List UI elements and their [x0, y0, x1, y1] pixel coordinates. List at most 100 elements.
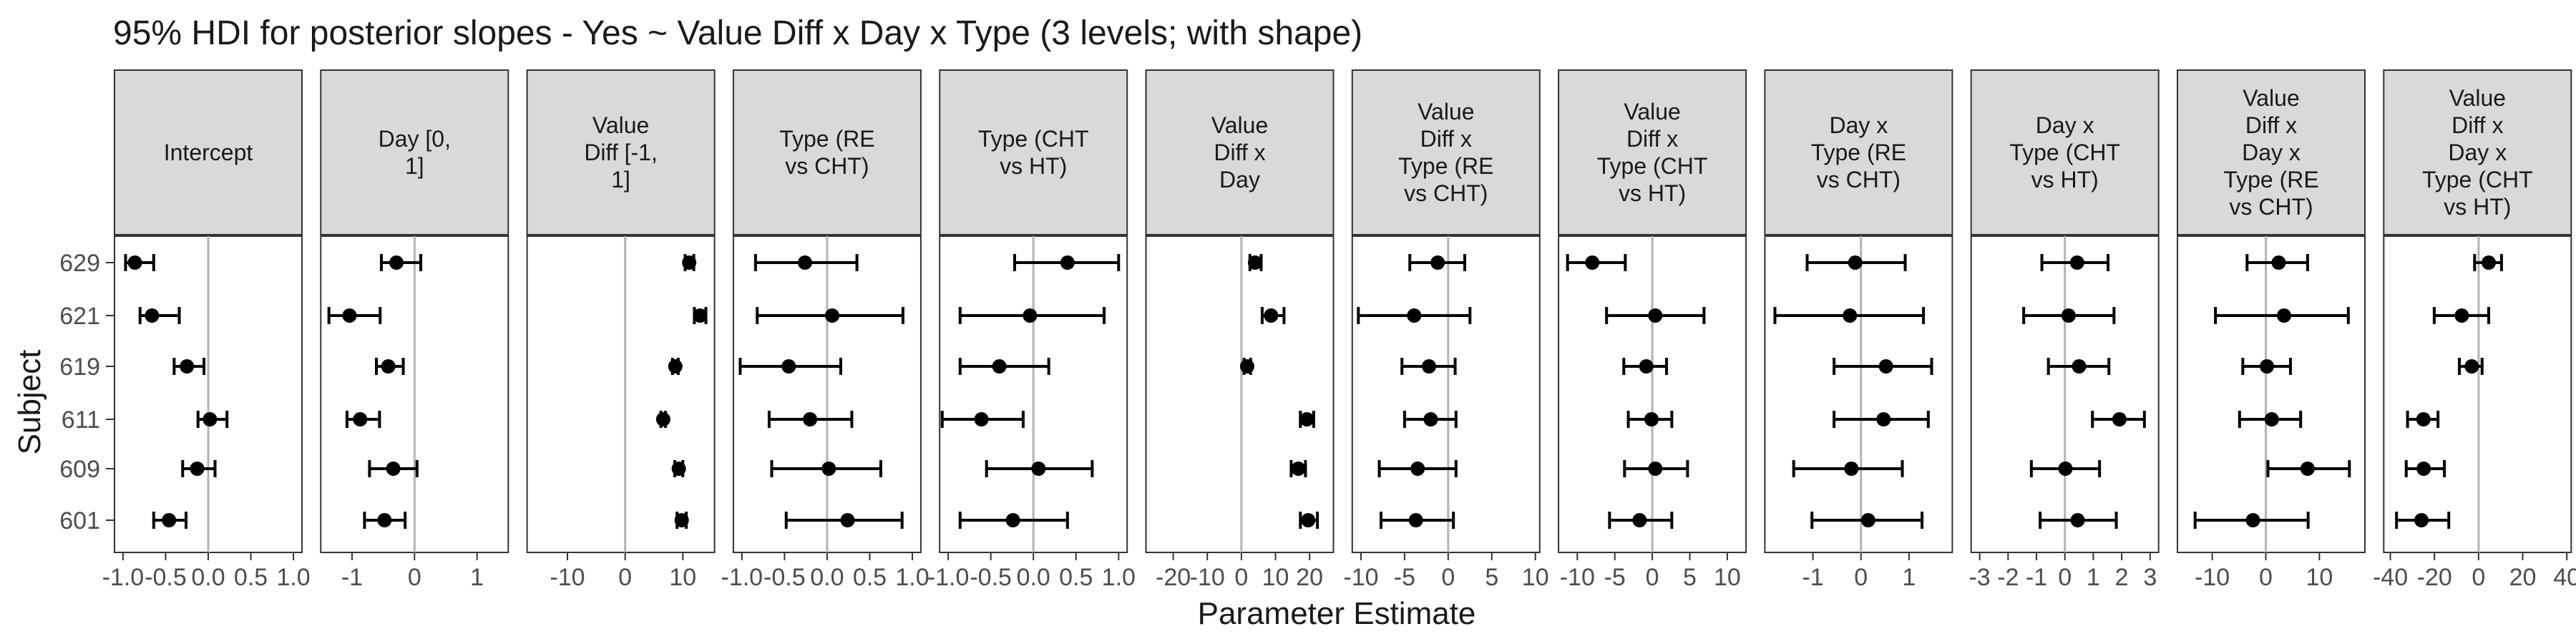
- facet-plot-area: [1764, 235, 1953, 553]
- x-tick-label: -10: [1343, 564, 1378, 591]
- facet-strip-label: Value: [1624, 99, 1680, 125]
- point-estimate-629: [1060, 255, 1075, 270]
- point-estimate-629: [682, 255, 697, 270]
- point-estimate-621: [825, 308, 840, 323]
- facet-panel-1: Intercept -1.0 -0.5 0.0 0.5 1.0: [102, 69, 311, 591]
- point-estimate-619: [180, 359, 195, 374]
- facet-strip-label: Type (CHT: [978, 126, 1089, 152]
- facet-strip-label: Type (RE: [779, 126, 874, 152]
- facet-strip: [1764, 69, 1953, 235]
- x-axis-label: Parameter Estimate: [1198, 596, 1476, 631]
- facet-strip: [1558, 69, 1747, 235]
- point-estimate-619: [1239, 359, 1254, 374]
- point-estimate-601: [162, 513, 177, 527]
- point-estimate-619: [992, 359, 1007, 374]
- x-tick-label: 0.0: [191, 564, 225, 591]
- x-tick-label: 1.0: [1102, 564, 1136, 591]
- y-tick-label-609: 609: [59, 456, 100, 483]
- point-estimate-621: [1023, 308, 1038, 323]
- point-estimate-621: [2454, 308, 2469, 323]
- point-estimate-611: [1876, 412, 1891, 426]
- facet-strip: [939, 69, 1128, 235]
- facet-strip-label: vs CHT): [1404, 180, 1488, 206]
- point-estimate-609: [1648, 462, 1663, 476]
- x-tick-label: 1: [2087, 564, 2100, 591]
- facet-strip-label: Day [0,: [379, 126, 451, 152]
- point-estimate-609: [821, 462, 836, 476]
- point-estimate-609: [2300, 462, 2315, 476]
- facet-strip: [732, 69, 922, 235]
- x-tick-label: -10: [1560, 564, 1595, 591]
- x-tick-label: -1.0: [927, 564, 970, 591]
- point-estimate-611: [2264, 412, 2279, 426]
- facet-strip-label: Diff x: [1214, 140, 1265, 165]
- facet-strip: [2177, 69, 2366, 235]
- facet-strip-label: Type (CHT: [2009, 140, 2120, 165]
- x-tick-label: -1: [1802, 564, 1823, 591]
- point-estimate-621: [1648, 308, 1663, 323]
- point-estimate-619: [2260, 359, 2275, 374]
- x-tick-label: 20: [1296, 564, 1323, 591]
- point-estimate-629: [1585, 255, 1600, 270]
- point-estimate-611: [1299, 412, 1314, 426]
- x-tick-label: 5: [1485, 564, 1498, 591]
- point-estimate-619: [1878, 359, 1893, 374]
- point-estimate-619: [1639, 359, 1654, 374]
- facet-strip-label: Value: [592, 112, 649, 138]
- facet-strip-label: Day x: [2448, 140, 2507, 165]
- x-tick-label: 0: [1234, 564, 1248, 591]
- point-estimate-629: [797, 255, 812, 270]
- facet-strip-label: Type (CHT: [1597, 153, 1708, 179]
- point-estimate-629: [1848, 255, 1863, 270]
- x-tick-label: 0.5: [853, 564, 887, 591]
- point-estimate-621: [145, 308, 160, 323]
- facet-plot-area: [1351, 235, 1541, 553]
- point-estimate-629: [1430, 255, 1445, 270]
- point-estimate-601: [2414, 513, 2429, 527]
- x-tick-label: 2: [2115, 564, 2129, 591]
- facet-strip-label: Diff x: [2245, 112, 2297, 138]
- point-estimate-601: [1632, 513, 1647, 527]
- x-tick-label: 40: [2553, 564, 2576, 591]
- point-estimate-621: [693, 308, 708, 323]
- x-tick-label: 10: [1262, 564, 1289, 591]
- point-estimate-601: [1005, 513, 1020, 527]
- point-estimate-601: [1301, 513, 1316, 527]
- point-estimate-611: [2112, 412, 2127, 426]
- point-estimate-629: [2069, 255, 2084, 270]
- x-tick-label: 0: [408, 564, 421, 591]
- facet-panel-2: Day [0,1] -1 0 1: [320, 69, 509, 591]
- x-tick-label: -1.0: [102, 564, 145, 591]
- y-tick-label-611: 611: [62, 406, 100, 434]
- facet-plot-area: [1145, 235, 1335, 553]
- facet-strip-label: Diff x: [2451, 112, 2503, 138]
- chart-title: 95% HDI for posterior slopes - Yes ~ Val…: [113, 14, 1362, 52]
- x-tick-label: -10: [550, 564, 585, 591]
- y-axis-label: Subject: [12, 350, 47, 455]
- point-estimate-621: [1264, 308, 1279, 323]
- point-estimate-609: [1844, 462, 1859, 476]
- facet-strip: [526, 69, 716, 235]
- facet-strip-label: Value: [2449, 85, 2506, 111]
- point-estimate-619: [1422, 359, 1437, 374]
- point-estimate-629: [2271, 255, 2286, 270]
- point-estimate-601: [2070, 513, 2085, 527]
- point-estimate-611: [655, 412, 670, 426]
- x-tick-label: 10: [1522, 564, 1549, 591]
- y-tick-label-619: 619: [59, 353, 100, 381]
- x-tick-label: -2: [1997, 564, 2019, 591]
- facet-strip-label: vs HT): [2031, 167, 2099, 192]
- x-tick-label: -40: [2373, 564, 2408, 591]
- x-tick-label: 3: [2143, 564, 2157, 591]
- facet-strip-label: Value: [1211, 112, 1268, 138]
- facet-strip-label: 1]: [611, 167, 630, 192]
- x-tick-label: -1: [341, 564, 363, 591]
- y-tick-label-621: 621: [59, 303, 100, 330]
- x-tick-label: 1.0: [895, 564, 929, 591]
- facet-strip: [2383, 69, 2572, 235]
- x-tick-label: 0: [1441, 564, 1455, 591]
